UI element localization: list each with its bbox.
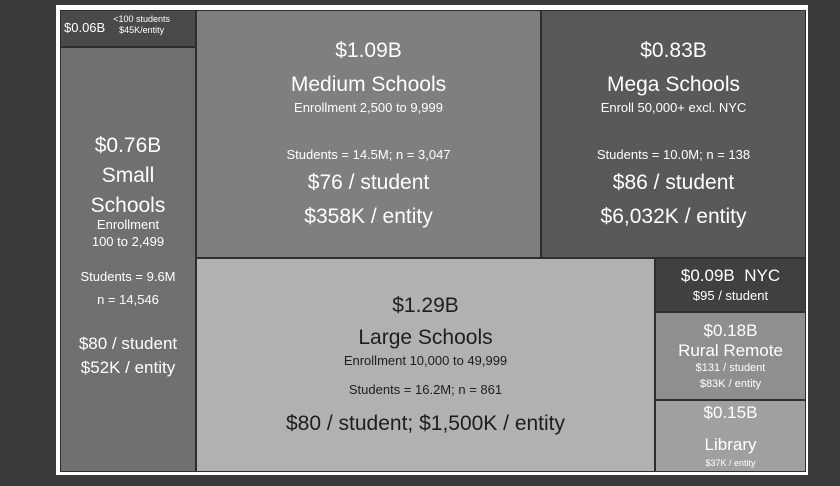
tile-value: $1.29B: [392, 293, 459, 317]
tile-text: Students = 10.0M; n = 138: [596, 147, 751, 162]
tile-value: $0.09B NYC: [680, 265, 781, 285]
tile-value: $1.09B: [335, 38, 402, 62]
tile-value: $0.18B: [703, 321, 758, 341]
tile-text: $37K / entity: [705, 458, 756, 469]
tile-value: $0.15B: [703, 403, 758, 423]
tile-text: Large Schools: [358, 325, 493, 349]
tile-text: <100 students: [113, 14, 170, 25]
tile: $0.09B NYC $95 / student: [655, 258, 806, 312]
tile-text: Enrollment 10,000 to 49,999: [343, 353, 508, 369]
tile-text: Enrollment: [96, 217, 160, 233]
treemap-frame: $0.06B <100 students $45K/entity $0.76B …: [56, 5, 808, 475]
tile-text: n = 14,546: [97, 292, 159, 308]
tile-value: $0.83B: [640, 38, 707, 62]
tile: $1.09B Medium Schools Enrollment 2,500 t…: [196, 10, 541, 258]
tile-text: $95 / student: [692, 288, 769, 304]
tile-text: Small: [101, 164, 155, 187]
tile-value: $0.76B: [94, 133, 162, 157]
tile-text: Rural Remote: [678, 340, 783, 360]
tile-text: $131 / student: [695, 362, 766, 375]
tile: $0.83B Mega Schools Enroll 50,000+ excl.…: [541, 10, 806, 258]
tile-text: $83K / entity: [699, 378, 762, 391]
tile: $0.15B Library $37K / entity: [655, 400, 806, 472]
tile-text: $6,032K / entity: [600, 205, 747, 229]
tile-text: Enrollment 2,500 to 9,999: [294, 100, 443, 116]
tile-text: Schools: [90, 194, 166, 218]
tile: $1.29B Large Schools Enrollment 10,000 t…: [196, 258, 655, 472]
tile-text: $76 / student: [307, 170, 430, 194]
tile-text: $358K / entity: [304, 205, 433, 229]
tile-text: Library: [704, 434, 757, 454]
tile-text: Enroll 50,000+ excl. NYC: [600, 100, 747, 116]
tile-text: $45K/entity: [119, 24, 165, 35]
tile: $0.06B <100 students $45K/entity: [60, 10, 196, 47]
tile-text: $80 / student: [78, 334, 178, 354]
tile-text: Students = 14.5M; n = 3,047: [286, 147, 451, 162]
tile-text: Students = 9.6M: [80, 269, 176, 285]
tile-text: Mega Schools: [606, 72, 741, 96]
tile: $0.76B Small Schools Enrollment 100 to 2…: [60, 47, 196, 472]
tile-text: Students = 16.2M; n = 861: [348, 382, 503, 398]
tile-value: $0.06B: [64, 20, 106, 36]
tile: $0.18B Rural Remote $131 / student $83K …: [655, 312, 806, 400]
tile-text: $86 / student: [612, 170, 735, 194]
tile-text: $52K / entity: [80, 357, 176, 377]
tile-text: $80 / student; $1,500K / entity: [285, 412, 566, 435]
tile-text: 100 to 2,499: [91, 234, 165, 250]
tile-text: Medium Schools: [290, 72, 447, 96]
